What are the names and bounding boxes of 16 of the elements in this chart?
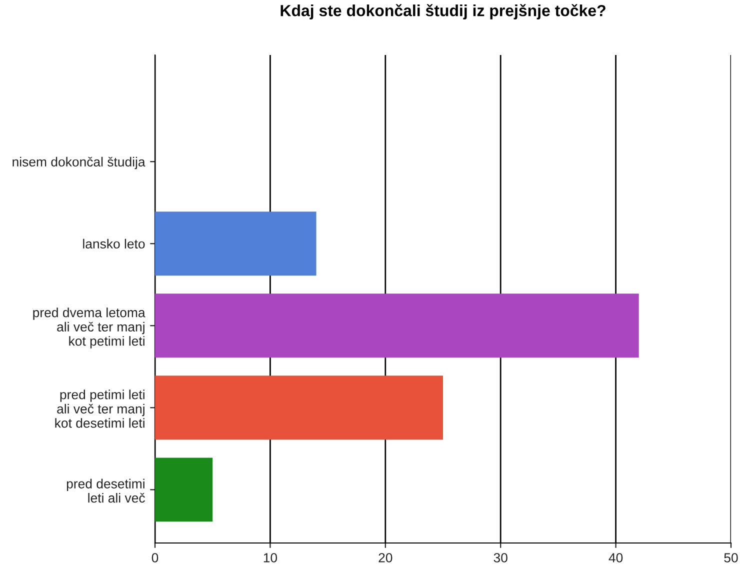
bar bbox=[155, 294, 639, 358]
y-tick-label: pred dvema letoma ali več ter manj kot petimi leti bbox=[33, 308, 146, 348]
x-tick-label: 0 bbox=[152, 553, 158, 562]
y-tick-label: nisem dokončal študija bbox=[12, 156, 146, 170]
y-tick-label: pred petimi leti ali več ter manj kot desetimi leti bbox=[55, 390, 144, 428]
bar bbox=[155, 212, 316, 276]
bar bbox=[155, 376, 443, 440]
y-tick-label: pred desetimi leti ali več bbox=[66, 478, 145, 503]
x-tick-label: 30 bbox=[494, 553, 508, 562]
bar bbox=[155, 458, 213, 522]
x-tick-label: 10 bbox=[264, 553, 278, 562]
y-tick-label: lansko leto bbox=[83, 238, 145, 249]
x-tick-label: 40 bbox=[608, 553, 623, 562]
chart-title: Kdaj ste dokončali študij iz prejšnje točke? bbox=[280, 4, 606, 20]
x-tick-label: 50 bbox=[724, 553, 738, 562]
x-tick-label: 20 bbox=[378, 553, 392, 562]
